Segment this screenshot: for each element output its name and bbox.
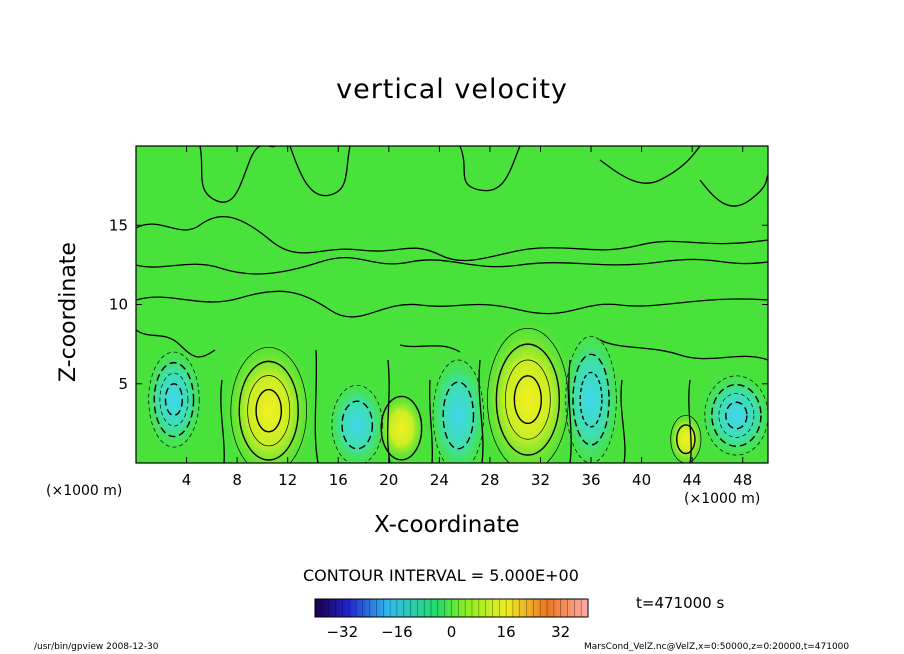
x-axis-ticks: 4 8 12 16 20 24 28 32 36 40 44 48 (182, 146, 752, 489)
contour-ring-1-4 (255, 388, 283, 433)
contour-ring-5-1 (487, 327, 569, 463)
colorbar-frame (314, 598, 589, 618)
x-tick-label-7: 32 (531, 471, 550, 489)
x-unit-left: (×1000 m) (46, 483, 123, 499)
x-tick-label-11: 48 (733, 471, 752, 489)
contour-ring-1-3 (247, 375, 291, 447)
footer-right: MarsCond_VelZ.nc@VelZ,x=0:50000,z=0:2000… (584, 642, 850, 652)
y-axis-label: Z-coordinate (56, 242, 81, 382)
y-axis-ticks: 5 10 15 (109, 216, 768, 393)
x-unit-right: (×1000 m) (684, 491, 761, 507)
contour-ring-8-3 (718, 393, 755, 438)
colorbar-tick-label-1: −16 (381, 623, 413, 641)
contour-ring-0-3 (159, 372, 189, 427)
contour-ring-0-4 (164, 383, 184, 417)
x-axis-label: X-coordinate (374, 512, 520, 538)
chart-title: vertical velocity (336, 74, 568, 105)
velocity-cell-8 (696, 367, 768, 463)
velocity-cell-0 (142, 342, 206, 457)
velocity-cell-5 (477, 314, 579, 463)
contour-ring-0-1 (148, 351, 200, 448)
velocity-cell-6 (559, 323, 623, 463)
contour-ring-8-2 (711, 383, 762, 447)
contour-ring-4-2 (442, 381, 475, 450)
contour-ring-1-1 (230, 346, 307, 463)
contour-ring-4-1 (432, 359, 484, 463)
colorbar (314, 598, 589, 618)
contour-ring-8-1 (704, 375, 768, 456)
contour-ring-6-3 (579, 371, 603, 428)
x-tick-label-3: 16 (329, 471, 348, 489)
colorbar-tick-label-4: 32 (551, 623, 570, 641)
decorative-contours (136, 146, 768, 463)
velocity-contours (148, 327, 768, 463)
colorbar-tick-label-3: 16 (497, 623, 516, 641)
velocity-cell-7 (666, 410, 705, 463)
contour-ring-5-4 (513, 375, 543, 425)
contour-ring-5-3 (505, 359, 551, 440)
x-tick-label-1: 8 (232, 471, 242, 489)
contour-ring-7-1 (670, 415, 702, 463)
x-tick-label-2: 12 (278, 471, 297, 489)
colorbar-tick-label-0: −32 (326, 623, 358, 641)
contour-ring-6-1 (565, 335, 617, 463)
x-tick-label-6: 28 (480, 471, 499, 489)
velocity-cell-2 (325, 377, 389, 463)
x-tick-label-10: 44 (683, 471, 702, 489)
y-tick-label-0: 5 (118, 375, 128, 393)
contour-ring-8-4 (725, 401, 748, 430)
colorbar-tick-label-2: 0 (447, 623, 457, 641)
y-tick-label-2: 15 (109, 216, 128, 234)
time-label: t=471000 s (636, 594, 725, 612)
y-tick-label-1: 10 (109, 296, 128, 314)
contour-ring-3-1 (380, 395, 423, 461)
contour-ring-2-1 (331, 384, 383, 463)
x-tick-label-9: 40 (632, 471, 651, 489)
footer-left: /usr/bin/gpview 2008-12-30 (34, 642, 159, 652)
contour-ring-6-2 (572, 353, 610, 446)
x-tick-label-4: 20 (379, 471, 398, 489)
x-tick-label-0: 4 (182, 471, 192, 489)
contour-interval: CONTOUR INTERVAL = 5.000E+00 (303, 566, 579, 585)
velocity-cell-4 (426, 348, 490, 463)
contour-ring-2-2 (341, 400, 374, 450)
velocity-cell-1 (221, 334, 317, 463)
velocity-cell-3 (376, 390, 427, 463)
contour-ring-0-2 (153, 361, 195, 438)
contour-ring-1-2 (238, 360, 299, 461)
contour-ring-5-2 (495, 343, 560, 456)
contour-ring-7-2 (676, 424, 696, 455)
x-tick-label-5: 24 (430, 471, 449, 489)
x-tick-label-8: 36 (581, 471, 600, 489)
velocity-cells (142, 314, 768, 463)
colorbar-ticks: −32 −16 0 16 32 (326, 623, 570, 641)
